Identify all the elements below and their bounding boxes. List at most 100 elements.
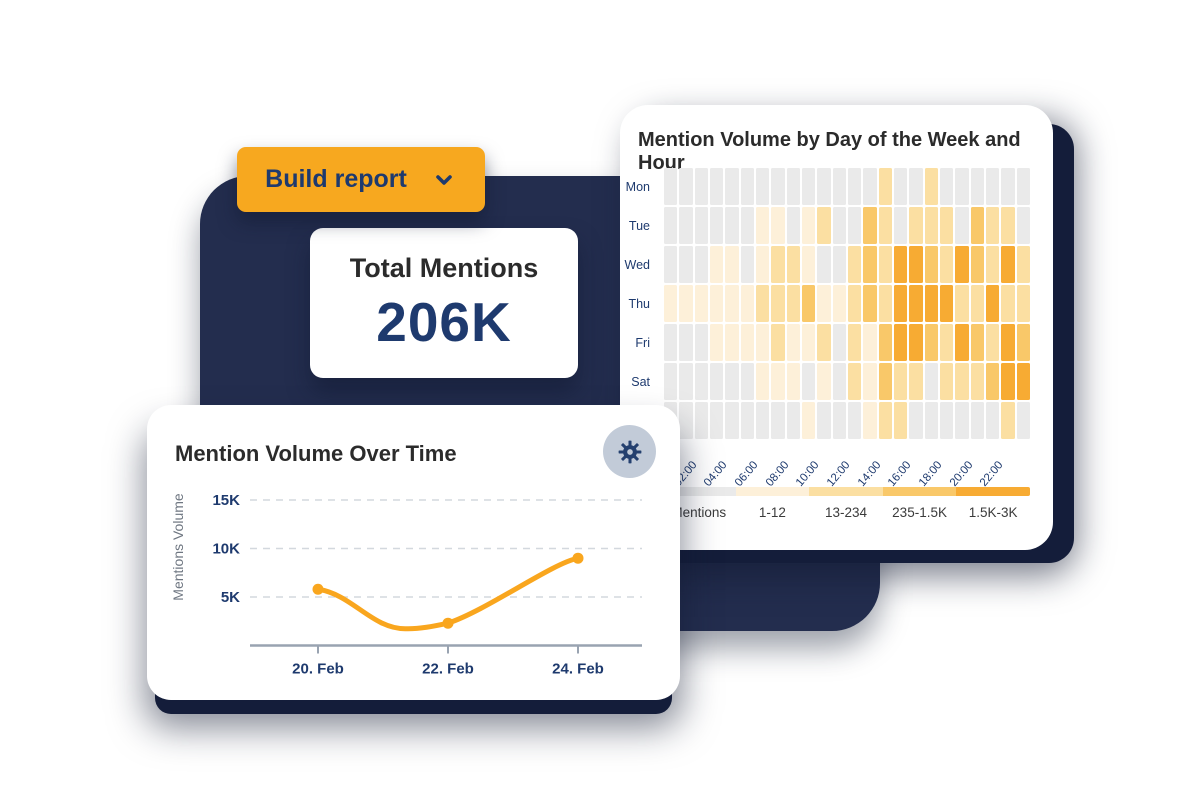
heatmap-cell bbox=[955, 168, 969, 205]
heatmap-cell bbox=[801, 363, 816, 400]
y-tick-label: 10K bbox=[212, 541, 240, 558]
heatmap-cell bbox=[847, 246, 862, 283]
heatmap-cell bbox=[939, 168, 954, 205]
heatmap-cell bbox=[801, 246, 816, 283]
heatmap-cell bbox=[863, 324, 877, 361]
heatmap-cell bbox=[939, 324, 954, 361]
heatmap-cell bbox=[771, 324, 785, 361]
heatmap-cell bbox=[755, 168, 770, 205]
heatmap-cell bbox=[664, 168, 678, 205]
heatmap-cell bbox=[725, 207, 739, 244]
heatmap-cell bbox=[771, 402, 785, 439]
heatmap-cell bbox=[832, 402, 846, 439]
heatmap-cell bbox=[924, 363, 938, 400]
x-tick-label: 20. Feb bbox=[292, 661, 344, 678]
legend-swatch bbox=[882, 487, 957, 496]
heatmap-cell bbox=[939, 402, 954, 439]
heatmap-cell bbox=[786, 246, 800, 283]
heatmap-cell bbox=[878, 246, 892, 283]
heatmap-cell bbox=[985, 363, 1000, 400]
chart-settings-button[interactable] bbox=[603, 425, 656, 478]
heatmap-cell bbox=[985, 246, 1000, 283]
heatmap-cell bbox=[817, 246, 831, 283]
heatmap-cell bbox=[1016, 168, 1030, 205]
heatmap-cell bbox=[939, 363, 954, 400]
line-chart-title: Mention Volume Over Time bbox=[175, 441, 457, 466]
heatmap-cell bbox=[1001, 285, 1015, 322]
heatmap-cell bbox=[985, 207, 1000, 244]
legend-swatch bbox=[809, 487, 883, 496]
heatmap-cell bbox=[694, 324, 708, 361]
heatmap-cell bbox=[801, 324, 816, 361]
heatmap-cell bbox=[863, 402, 877, 439]
heatmap-cell bbox=[786, 324, 800, 361]
heatmap-cell bbox=[924, 285, 938, 322]
heatmap-cell bbox=[985, 402, 1000, 439]
heatmap-cell bbox=[725, 402, 739, 439]
heatmap-cell bbox=[847, 285, 862, 322]
heatmap-cell bbox=[755, 246, 770, 283]
total-mentions-card: Total Mentions 206K bbox=[310, 228, 578, 378]
heatmap-cell bbox=[664, 207, 678, 244]
heatmap-cell bbox=[771, 207, 785, 244]
legend-swatch bbox=[662, 487, 736, 496]
build-report-button[interactable]: Build report bbox=[237, 147, 485, 212]
heatmap-cell bbox=[817, 285, 831, 322]
heatmap-cell bbox=[1001, 324, 1015, 361]
heatmap-cell bbox=[985, 324, 1000, 361]
heatmap-day-label: Thu bbox=[628, 296, 650, 311]
heatmap-cell bbox=[801, 168, 816, 205]
heatmap-cell bbox=[832, 363, 846, 400]
heatmap-cell bbox=[771, 363, 785, 400]
heatmap-cell bbox=[970, 168, 984, 205]
heatmap-cell bbox=[955, 324, 969, 361]
heatmap-cell bbox=[970, 363, 984, 400]
heatmap-cell bbox=[909, 324, 923, 361]
heatmap-cell bbox=[847, 324, 862, 361]
heatmap-cell bbox=[679, 207, 693, 244]
heatmap-cell bbox=[878, 285, 892, 322]
heatmap-day-label: Tue bbox=[628, 218, 650, 233]
heatmap-cell bbox=[679, 363, 693, 400]
heatmap-cell bbox=[863, 363, 877, 400]
gear-icon bbox=[617, 439, 643, 465]
heatmap-cell bbox=[893, 324, 908, 361]
heatmap-cell bbox=[817, 363, 831, 400]
heatmap-cell bbox=[694, 363, 708, 400]
legend-label: 1.5K-3K bbox=[968, 505, 1018, 520]
legend-label: 1-12 bbox=[758, 505, 786, 520]
heatmap-cell bbox=[725, 285, 739, 322]
heatmap-cell bbox=[924, 207, 938, 244]
heatmap-cell bbox=[694, 207, 708, 244]
heatmap-cell bbox=[878, 402, 892, 439]
heatmap-cell bbox=[771, 285, 785, 322]
heatmap-cell bbox=[1001, 207, 1015, 244]
x-tick-label: 24. Feb bbox=[552, 661, 604, 678]
heatmap-cell bbox=[694, 402, 708, 439]
heatmap-cell bbox=[740, 207, 754, 244]
heatmap-cell bbox=[740, 324, 754, 361]
heatmap-cell bbox=[771, 246, 785, 283]
heatmap-cell bbox=[709, 168, 724, 205]
heatmap-cell bbox=[970, 285, 984, 322]
heatmap-cell bbox=[847, 168, 862, 205]
heatmap-cell bbox=[878, 168, 892, 205]
heatmap-cell bbox=[679, 168, 693, 205]
heatmap-cell bbox=[694, 246, 708, 283]
heatmap-cell bbox=[817, 402, 831, 439]
heatmap-cell bbox=[893, 285, 908, 322]
heatmap-cell bbox=[863, 285, 877, 322]
heatmap-cell bbox=[679, 402, 693, 439]
heatmap-cell bbox=[709, 363, 724, 400]
heatmap-cell bbox=[924, 324, 938, 361]
heatmap-day-label: Mon bbox=[625, 179, 650, 194]
heatmap-cell bbox=[970, 246, 984, 283]
heatmap-cell bbox=[924, 246, 938, 283]
heatmap-cell bbox=[725, 246, 739, 283]
heatmap-cell bbox=[1016, 285, 1030, 322]
line-chart-card: Mention Volume Over Time bbox=[147, 405, 680, 700]
heatmap-cell bbox=[847, 363, 862, 400]
heatmap-cell bbox=[725, 363, 739, 400]
x-tick-label: 22. Feb bbox=[422, 661, 474, 678]
heatmap-cell bbox=[847, 402, 862, 439]
